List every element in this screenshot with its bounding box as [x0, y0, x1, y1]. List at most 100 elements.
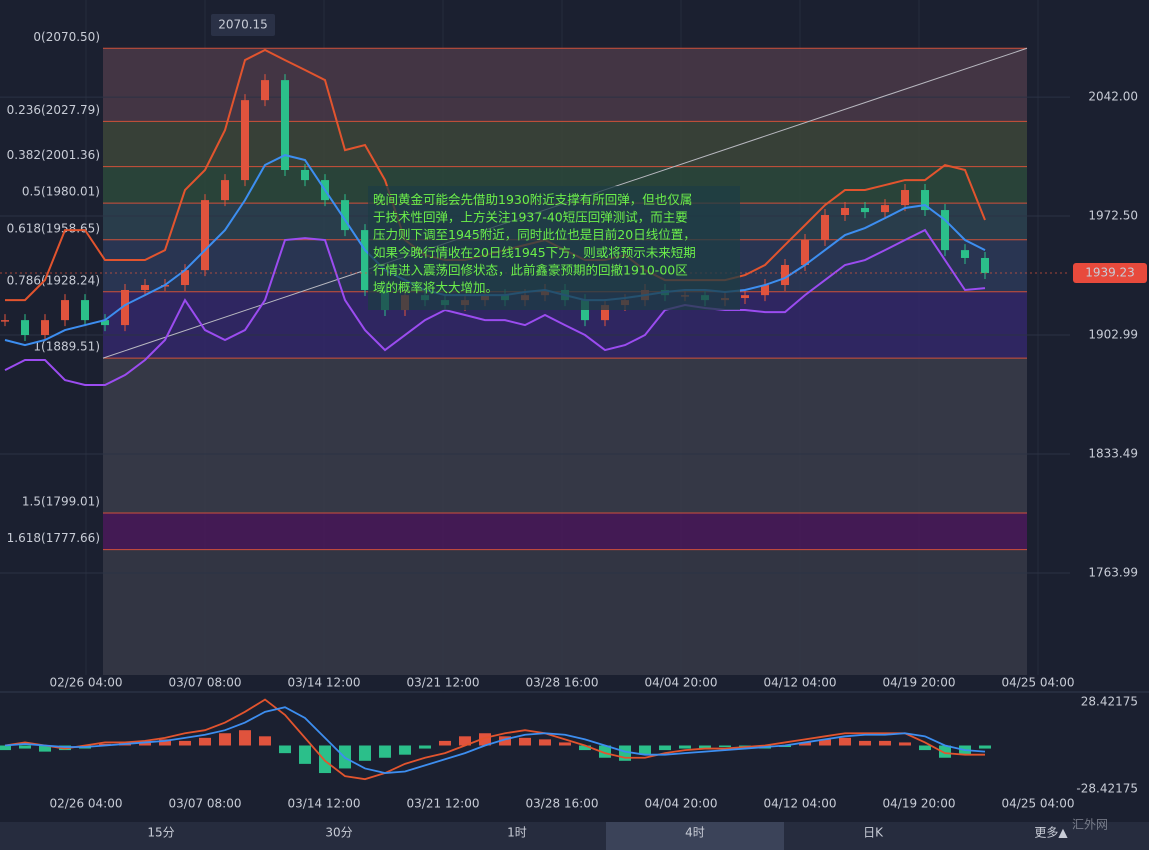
price-tag	[1073, 262, 1147, 283]
candle	[781, 265, 789, 286]
fib-label: 0.5(1980.01)	[22, 185, 100, 199]
note-line: 行情进入震荡回修状态，此前鑫豪预期的回撤1910-00区	[373, 262, 688, 277]
macd-bar	[659, 745, 671, 751]
candle	[41, 320, 49, 336]
tab[interactable]: 30分	[325, 826, 352, 840]
macd-x-tick-label: 03/21 12:00	[407, 797, 480, 811]
macd-bar	[379, 745, 391, 758]
fib-band	[103, 48, 1027, 122]
macd-bar	[879, 740, 891, 746]
candle	[581, 300, 589, 321]
macd-bar	[259, 736, 271, 746]
tab[interactable]: 4时	[685, 826, 705, 840]
candle	[141, 285, 149, 290]
macd-bar	[519, 737, 531, 746]
macd-bar	[839, 737, 851, 746]
note-box	[368, 186, 740, 310]
candle	[61, 300, 69, 321]
macd-bar	[799, 742, 811, 746]
fib-label: 0.382(2001.36)	[7, 148, 100, 162]
price-tag-label: 1939.23	[1085, 265, 1135, 279]
macd-bar	[0, 745, 11, 751]
candle	[101, 320, 109, 326]
macd-bar	[819, 739, 831, 746]
macd-bar	[239, 730, 251, 746]
note-line: 压力则下调至1945附近，同时此位也是目前20日线位置，	[373, 227, 696, 242]
macd-line	[4, 706, 986, 774]
candle	[761, 285, 769, 296]
macd-x-tick-label: 03/28 16:00	[526, 797, 599, 811]
macd-bar	[919, 745, 931, 751]
candle	[181, 270, 189, 286]
macd-bar	[979, 745, 991, 749]
candle	[801, 240, 809, 266]
watermark: 汇外网	[1072, 818, 1108, 832]
macd-bar	[39, 745, 51, 752]
macd-tick-label: -28.42175	[1076, 782, 1138, 796]
fib-band	[103, 549, 1027, 675]
candle	[941, 210, 949, 251]
macd-bar	[299, 745, 311, 764]
fib-label: 0.618(1958.65)	[7, 221, 100, 235]
macd-x-tick-label: 04/04 20:00	[645, 797, 718, 811]
tab[interactable]: 15分	[147, 826, 174, 840]
tab-selected	[606, 822, 784, 850]
note-line: 如果今晚行情收在20日线1945下方，则或将预示未来短期	[373, 245, 696, 260]
macd-bar	[859, 740, 871, 746]
x-tick-label: 04/12 04:00	[764, 676, 837, 690]
band-line	[4, 228, 986, 387]
note-line: 域的概率将大大增加。	[373, 280, 498, 295]
tab[interactable]: 1时	[507, 826, 527, 840]
candle	[821, 215, 829, 241]
x-tick-label: 03/14 12:00	[288, 676, 361, 690]
macd-line	[4, 698, 985, 781]
macd-bar	[159, 739, 171, 746]
candle	[81, 300, 89, 321]
y-tick-label: 2042.00	[1088, 90, 1138, 104]
macd-x-tick-label: 03/14 12:00	[288, 797, 361, 811]
macd-bar	[699, 745, 711, 749]
x-tick-label: 04/04 20:00	[645, 676, 718, 690]
macd-x-tick-label: 04/19 20:00	[883, 797, 956, 811]
y-tick-label: 1763.99	[1088, 565, 1138, 579]
candle	[21, 320, 29, 336]
macd-bar	[199, 737, 211, 746]
macd-bar	[499, 736, 511, 746]
fib-label: 0.786(1928.24)	[7, 273, 100, 287]
x-tick-label: 04/25 04:00	[1002, 676, 1075, 690]
candle	[341, 200, 349, 231]
fib-band	[103, 358, 1027, 514]
macd-x-tick-label: 02/26 04:00	[50, 797, 123, 811]
candle	[921, 190, 929, 211]
macd-bar	[539, 739, 551, 746]
macd-bar	[719, 745, 731, 748]
candle	[861, 207, 869, 213]
macd-bar	[439, 740, 451, 746]
candle	[961, 250, 969, 258]
macd-x-tick-label: 03/07 08:00	[169, 797, 242, 811]
candle	[281, 80, 289, 170]
macd-bar	[679, 745, 691, 749]
candle	[1, 320, 9, 322]
high-box	[211, 14, 275, 36]
x-tick-label: 03/07 08:00	[169, 676, 242, 690]
candle	[241, 100, 249, 181]
candle	[841, 207, 849, 216]
macd-bar	[459, 736, 471, 746]
macd-bar	[899, 742, 911, 746]
fib-label: 1.618(1777.66)	[7, 531, 100, 545]
candle	[361, 230, 369, 290]
fib-band	[103, 513, 1027, 550]
x-tick-label: 03/21 12:00	[407, 676, 480, 690]
macd-bar	[279, 745, 291, 754]
x-tick-label: 03/28 16:00	[526, 676, 599, 690]
tab[interactable]: 更多▲	[1034, 826, 1068, 840]
candle	[121, 289, 129, 326]
candle	[601, 305, 609, 321]
macd-bar	[939, 745, 951, 758]
tab[interactable]: 日K	[863, 826, 884, 840]
macd-bar	[419, 745, 431, 749]
candle	[741, 295, 749, 299]
fib-label: 1.5(1799.01)	[22, 495, 100, 509]
